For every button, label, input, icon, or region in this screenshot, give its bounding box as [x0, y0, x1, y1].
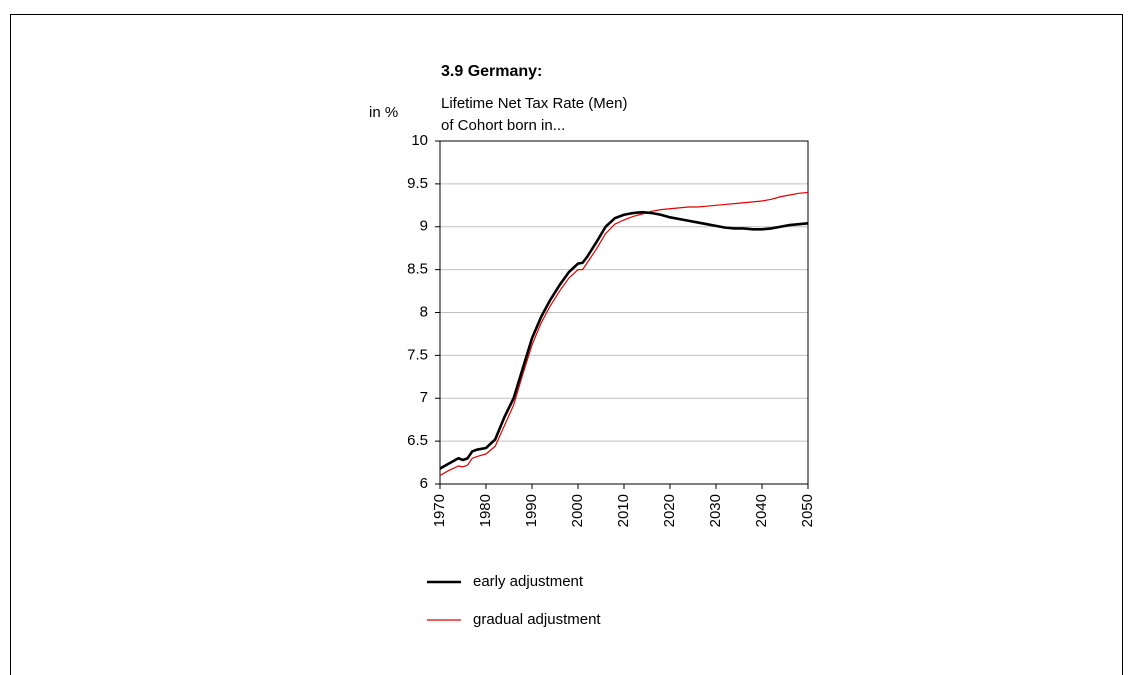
x-tick-label: 1990	[523, 494, 540, 527]
y-tick-label: 9	[420, 218, 428, 235]
x-tick-label: 2000	[569, 494, 586, 527]
y-tick-label: 10	[411, 132, 428, 149]
y-tick-label: 6.5	[407, 432, 428, 449]
x-tick-label: 1970	[431, 494, 448, 527]
chart-subtitle: of Cohort born in...	[441, 117, 565, 134]
x-tick-label: 1980	[477, 494, 494, 527]
y-tick-label: 9.5	[407, 175, 428, 192]
y-tick-label: 8.5	[407, 261, 428, 278]
y-tick-label: 8	[420, 303, 428, 320]
x-tick-label: 2040	[753, 494, 770, 527]
data-line	[439, 191, 809, 476]
x-tick-label: 2020	[661, 494, 678, 527]
y-tick-label: 6	[420, 475, 428, 492]
data-line	[439, 210, 809, 470]
y-tick-label: 7.5	[407, 346, 428, 363]
frame	[10, 14, 1123, 675]
y-axis-label: in %	[369, 104, 398, 121]
chart-title: 3.9 Germany:	[441, 63, 542, 80]
x-tick-label: 2010	[615, 494, 632, 527]
legend-label: early adjustment	[473, 573, 584, 590]
y-tick-label: 7	[420, 389, 428, 406]
x-tick-label: 2030	[707, 494, 724, 527]
legend-label: gradual adjustment	[473, 611, 601, 628]
x-tick-label: 2050	[799, 494, 816, 527]
chart-subtitle: Lifetime Net Tax Rate (Men)	[441, 95, 627, 112]
